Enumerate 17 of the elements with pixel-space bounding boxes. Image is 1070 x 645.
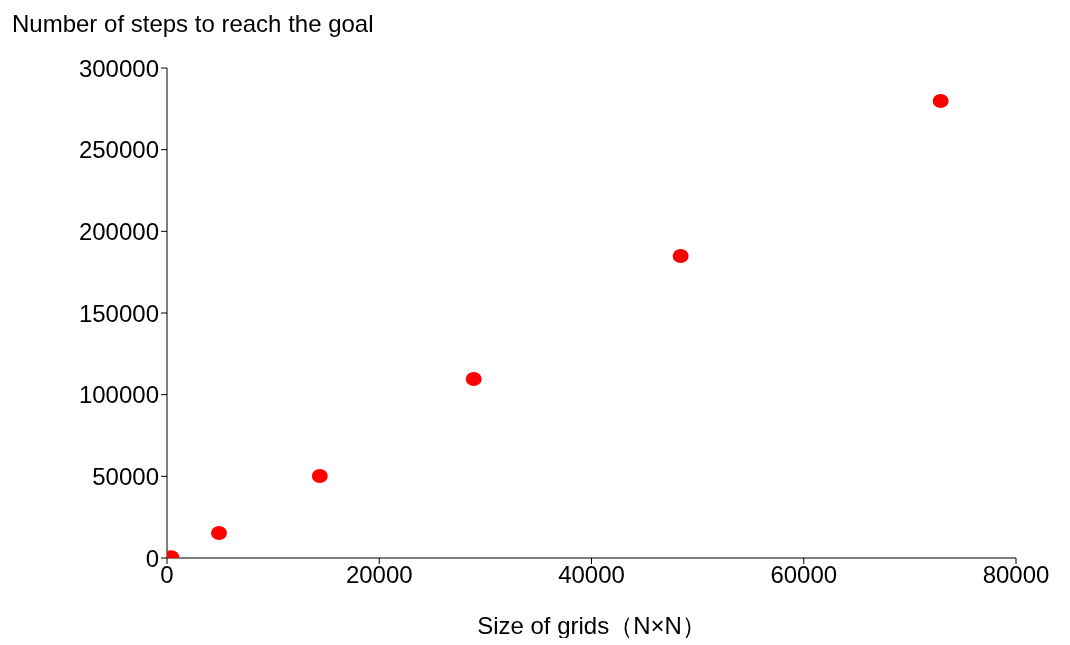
point bbox=[211, 526, 227, 541]
x-tick-label: 40000 bbox=[558, 561, 625, 589]
point bbox=[672, 249, 689, 263]
point bbox=[465, 371, 482, 386]
y-tick-label: 0 bbox=[145, 544, 159, 572]
x-tick-label: 80000 bbox=[982, 561, 1050, 589]
y-tick-label: 100000 bbox=[78, 381, 159, 409]
point bbox=[932, 93, 949, 108]
y-tick-label: 150000 bbox=[78, 299, 159, 327]
y-tick-label: 200000 bbox=[78, 217, 159, 245]
point bbox=[311, 469, 328, 484]
y-axis-title: Number of steps to reach the goal bbox=[12, 10, 374, 38]
x-tick-label: 60000 bbox=[770, 561, 838, 589]
x-tick-label: 20000 bbox=[345, 561, 413, 589]
y-tick-label: 250000 bbox=[78, 136, 159, 164]
y-tick-label: 300000 bbox=[78, 54, 159, 82]
y-tick-label: 50000 bbox=[92, 462, 159, 490]
